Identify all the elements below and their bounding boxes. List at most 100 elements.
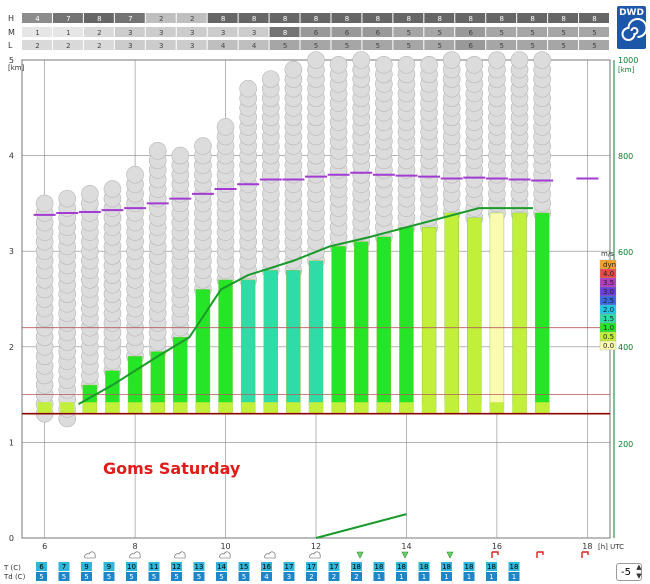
cloud-cover-cell [207, 27, 238, 37]
cloud-cover-value: 5 [407, 42, 411, 50]
dewpoint-value: 2 [309, 573, 313, 581]
cloud-cover-value: 8 [221, 15, 225, 23]
dewpoint-label: Td (C) [3, 573, 26, 581]
cloud-cover-cell [548, 27, 579, 37]
right-axis-tick: 600 [618, 248, 633, 257]
cloud-cover-value: 2 [190, 15, 194, 23]
left-axis-tick: 0 [9, 534, 14, 543]
legend-label: 2.0 [603, 306, 614, 314]
temperature-value: 12 [172, 563, 181, 571]
dewpoint-cell [36, 572, 47, 581]
temperature-cell [216, 562, 227, 571]
temperature-cell [238, 562, 250, 571]
cloud-cover-cell [455, 27, 486, 37]
thermal-column [512, 212, 527, 414]
cloud-bubble [58, 189, 77, 208]
dewpoint-cell [463, 572, 475, 581]
cloud-cover-value: 8 [561, 15, 565, 23]
cloud-cover-cell [300, 40, 331, 50]
cloud-cover-value: 3 [252, 29, 256, 37]
right-axis-tick: 800 [618, 152, 633, 161]
thermal-column-base [512, 402, 527, 414]
cloud-row-label: L [8, 41, 13, 50]
cloud-cover-value: 8 [376, 15, 380, 23]
cloud-icon [84, 551, 96, 559]
dewpoint-cell [441, 572, 452, 581]
dewpoint-cell [216, 572, 227, 581]
spiral-icon [621, 18, 646, 41]
thermal-column-base [331, 402, 346, 414]
temperature-value: 15 [240, 563, 249, 571]
cloud-bubble [81, 185, 99, 203]
dewpoint-value: 5 [39, 573, 43, 581]
left-axis-tick: 1 [9, 438, 14, 447]
temperature-value: 17 [330, 563, 339, 571]
left-axis-label: [km] [8, 64, 25, 72]
cloud-cover-value: 3 [128, 29, 132, 37]
temperature-cell [306, 562, 317, 571]
cloud-bubble [171, 146, 190, 165]
cloud-cover-cell [424, 13, 455, 23]
cloud-cover-cell [455, 13, 486, 23]
temperature-cell [373, 562, 385, 571]
cloud-cover-value: 8 [252, 15, 256, 23]
dewpoint-value: 2 [332, 573, 336, 581]
cloud-cover-cell [176, 27, 207, 37]
cloud-cover-cell [362, 27, 393, 37]
legend-label: 4.0 [603, 270, 614, 278]
cloud-cover-cell [207, 13, 238, 23]
cloud-bubble [126, 165, 144, 184]
temperature-value: 18 [420, 563, 429, 571]
spinner-up-icon[interactable]: ▲ [636, 563, 642, 571]
cloud-cover-cell [22, 40, 52, 50]
dwd-logo: DWD [617, 6, 646, 49]
spinner-arrows[interactable]: ▲ ▼ [634, 563, 644, 581]
legend-label: dyn [603, 261, 616, 269]
cloud-cover-value: 8 [438, 15, 442, 23]
thermal-column-base [399, 402, 414, 414]
cloud-cover-value: 3 [221, 29, 225, 37]
spinner-down-icon[interactable]: ▼ [636, 572, 642, 580]
cloud-cover-value: 8 [345, 15, 349, 23]
cloud-cover-value: 8 [592, 15, 596, 23]
cloud-cover-value: 6 [314, 29, 319, 37]
cloud-cover-value: 6 [345, 29, 350, 37]
cloud-cover-cell [579, 27, 609, 37]
dewpoint-cell [238, 572, 250, 581]
temperature-cell [418, 562, 430, 571]
thermal-column-base [422, 402, 437, 414]
cloud-cover-cell [83, 27, 114, 37]
cloud-bubble [329, 55, 348, 74]
temperature-value: 9 [107, 563, 111, 571]
temperature-cell [328, 562, 340, 571]
temperature-value: 18 [352, 563, 361, 571]
dewpoint-value: 5 [62, 573, 66, 581]
left-axis-tick: 2 [9, 343, 14, 352]
x-axis-label: [h] UTC [598, 543, 624, 551]
cloud-cover-value: 4 [221, 42, 226, 50]
offset-spinner[interactable]: -5 [616, 563, 642, 581]
cloud-bubble [194, 137, 212, 155]
temperature-cell [351, 562, 362, 571]
temperature-value: 17 [307, 563, 316, 571]
cloud-cover-cell [83, 13, 114, 23]
x-axis-tick: 8 [133, 542, 138, 551]
x-axis-tick: 18 [582, 542, 592, 551]
cloud-cover-value: 4 [252, 42, 257, 50]
cloud-bubble [352, 51, 371, 69]
cloud-cover-value: 3 [159, 42, 163, 50]
thermal-column [421, 227, 437, 414]
legend-label: 1.0 [603, 324, 614, 332]
dewpoint-value: 5 [197, 573, 201, 581]
temperature-value: 18 [397, 563, 406, 571]
temperature-cell [193, 562, 205, 571]
temperature-label: T (C) [3, 564, 21, 572]
cloud-cover-value: 5 [499, 29, 503, 37]
cloud-bubble [307, 51, 325, 69]
cloud-bubble [420, 55, 438, 74]
cloud-cover-cell [300, 27, 331, 37]
thermal-column-base [195, 402, 210, 414]
cloud-cover-value: 7 [66, 15, 70, 23]
cloud-cover-cell [145, 40, 176, 50]
